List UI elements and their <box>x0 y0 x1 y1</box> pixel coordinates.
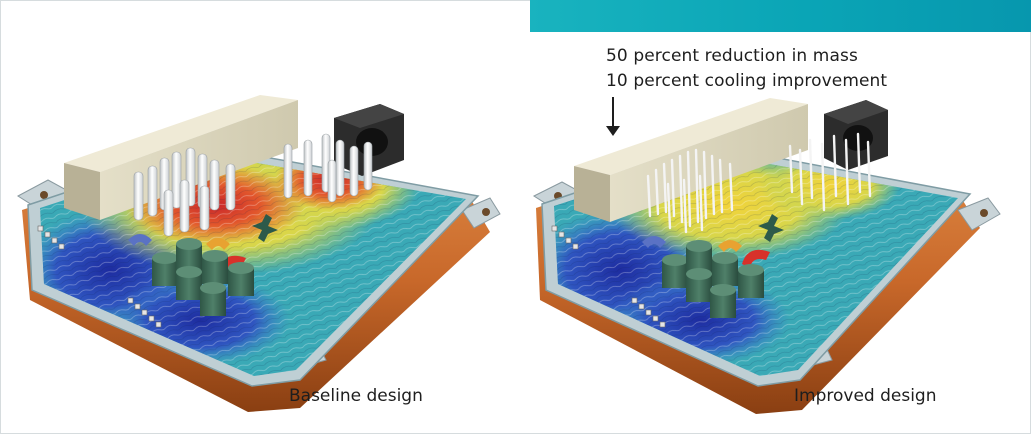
baseline-tab-right <box>461 197 501 229</box>
improved-cross-icon <box>758 214 784 242</box>
arrow-down-icon <box>606 97 620 136</box>
improved-board <box>532 98 1001 414</box>
baseline-cross-icon <box>252 214 278 242</box>
improved-connector-block <box>574 98 808 222</box>
improved-blue-pipe <box>642 236 666 248</box>
annotation-mass: 50 percent reduction in mass <box>606 46 858 66</box>
baseline-blue-pipe <box>128 234 152 246</box>
improved-connector-pins <box>551 225 666 328</box>
header-banner <box>530 0 1031 32</box>
improved-tab-right <box>957 197 1001 231</box>
improved-fan <box>824 100 888 170</box>
baseline-orange-pipe <box>206 238 230 250</box>
baseline-connector-pins <box>37 225 162 328</box>
improved-red-pipe <box>742 249 770 268</box>
baseline-fins <box>133 133 373 237</box>
improved-fins <box>646 132 872 234</box>
improved-orange-pipe <box>718 240 742 252</box>
caption-baseline: Baseline design <box>289 386 423 406</box>
baseline-capacitors <box>152 238 254 316</box>
annotation-cooling: 10 percent cooling improvement <box>606 71 888 91</box>
baseline-board <box>17 95 501 412</box>
caption-improved: Improved design <box>794 386 937 406</box>
improved-capacitors <box>662 240 764 318</box>
